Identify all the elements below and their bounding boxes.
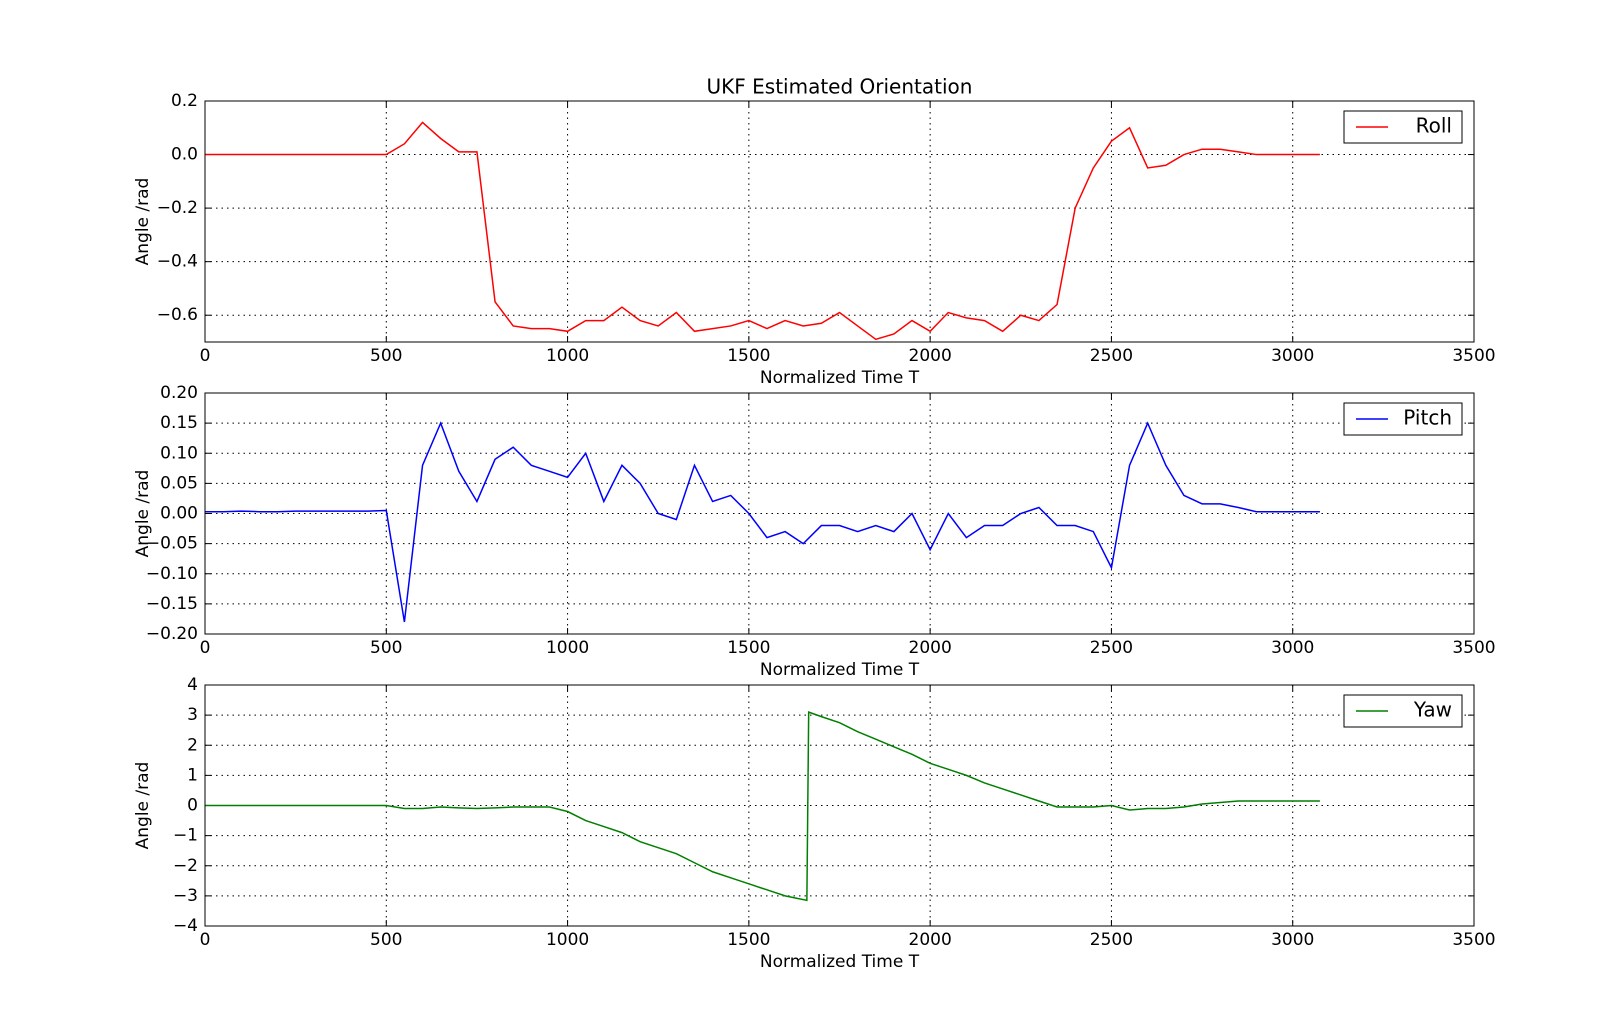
x-tick-label: 500 xyxy=(370,930,402,950)
legend-label: Roll xyxy=(1416,114,1452,138)
x-tick-label: 3500 xyxy=(1452,930,1495,950)
x-axis-label: Normalized Time T xyxy=(760,660,920,680)
x-tick-label: 2000 xyxy=(909,930,952,950)
y-tick-label: −0.20 xyxy=(146,624,198,644)
x-tick-label: 0 xyxy=(200,638,211,658)
x-tick-label: 1500 xyxy=(727,638,770,658)
y-axis-label: Angle /rad xyxy=(133,178,153,266)
x-tick-label: 1000 xyxy=(546,930,589,950)
y-tick-label: 4 xyxy=(187,675,198,695)
y-tick-label: 0 xyxy=(187,796,198,816)
x-tick-label: 3500 xyxy=(1452,638,1495,658)
data-line xyxy=(205,711,1320,902)
y-tick-label: −1 xyxy=(173,826,198,846)
x-tick-label: 3000 xyxy=(1271,930,1314,950)
legend: Roll xyxy=(1343,110,1463,144)
y-tick-label: −0.4 xyxy=(157,252,198,272)
x-tick-label: 1000 xyxy=(546,638,589,658)
y-tick-label: 0.15 xyxy=(160,413,198,433)
legend: Yaw xyxy=(1343,694,1463,728)
y-tick-label: −0.6 xyxy=(157,305,198,325)
y-tick-label: 2 xyxy=(187,735,198,755)
y-tick-label: 0.20 xyxy=(160,383,198,403)
plot-frame xyxy=(204,684,1475,927)
x-tick-label: 1500 xyxy=(727,346,770,366)
y-tick-label: −0.2 xyxy=(157,198,198,218)
x-tick-label: 2000 xyxy=(909,638,952,658)
legend-label: Pitch xyxy=(1403,406,1452,430)
y-tick-label: −3 xyxy=(173,886,198,906)
x-tick-label: 1500 xyxy=(727,930,770,950)
y-tick-label: 0.10 xyxy=(160,443,198,463)
y-axis-label: Angle /rad xyxy=(133,762,153,850)
x-tick-label: 3500 xyxy=(1452,346,1495,366)
data-line xyxy=(205,421,1320,623)
data-line xyxy=(205,121,1320,341)
y-axis-label: Angle /rad xyxy=(133,470,153,558)
x-tick-label: 0 xyxy=(200,346,211,366)
legend: Pitch xyxy=(1343,402,1463,436)
x-tick-label: 3000 xyxy=(1271,638,1314,658)
x-tick-label: 2500 xyxy=(1090,346,1133,366)
y-tick-label: 0.0 xyxy=(171,145,198,165)
x-tick-label: 500 xyxy=(370,346,402,366)
y-tick-label: −4 xyxy=(173,916,198,936)
x-tick-label: 0 xyxy=(200,930,211,950)
x-tick-label: 500 xyxy=(370,638,402,658)
x-axis-label: Normalized Time T xyxy=(760,952,920,972)
plot-frame xyxy=(204,392,1475,635)
chart-title: UKF Estimated Orientation xyxy=(707,75,973,99)
x-tick-label: 2000 xyxy=(909,346,952,366)
y-tick-label: −0.15 xyxy=(146,594,198,614)
y-tick-label: −2 xyxy=(173,856,198,876)
x-tick-label: 3000 xyxy=(1271,346,1314,366)
legend-label: Yaw xyxy=(1413,698,1452,722)
y-tick-label: 1 xyxy=(187,765,198,785)
y-tick-label: −0.10 xyxy=(146,564,198,584)
y-tick-label: 3 xyxy=(187,705,198,725)
x-tick-label: 2500 xyxy=(1090,930,1133,950)
plot-frame xyxy=(204,100,1475,343)
x-axis-label: Normalized Time T xyxy=(760,368,920,388)
x-tick-label: 2500 xyxy=(1090,638,1133,658)
y-tick-label: 0.2 xyxy=(171,91,198,111)
y-tick-label: −0.05 xyxy=(146,534,198,554)
x-tick-label: 1000 xyxy=(546,346,589,366)
y-tick-label: 0.05 xyxy=(160,473,198,493)
y-tick-label: 0.00 xyxy=(160,504,198,524)
